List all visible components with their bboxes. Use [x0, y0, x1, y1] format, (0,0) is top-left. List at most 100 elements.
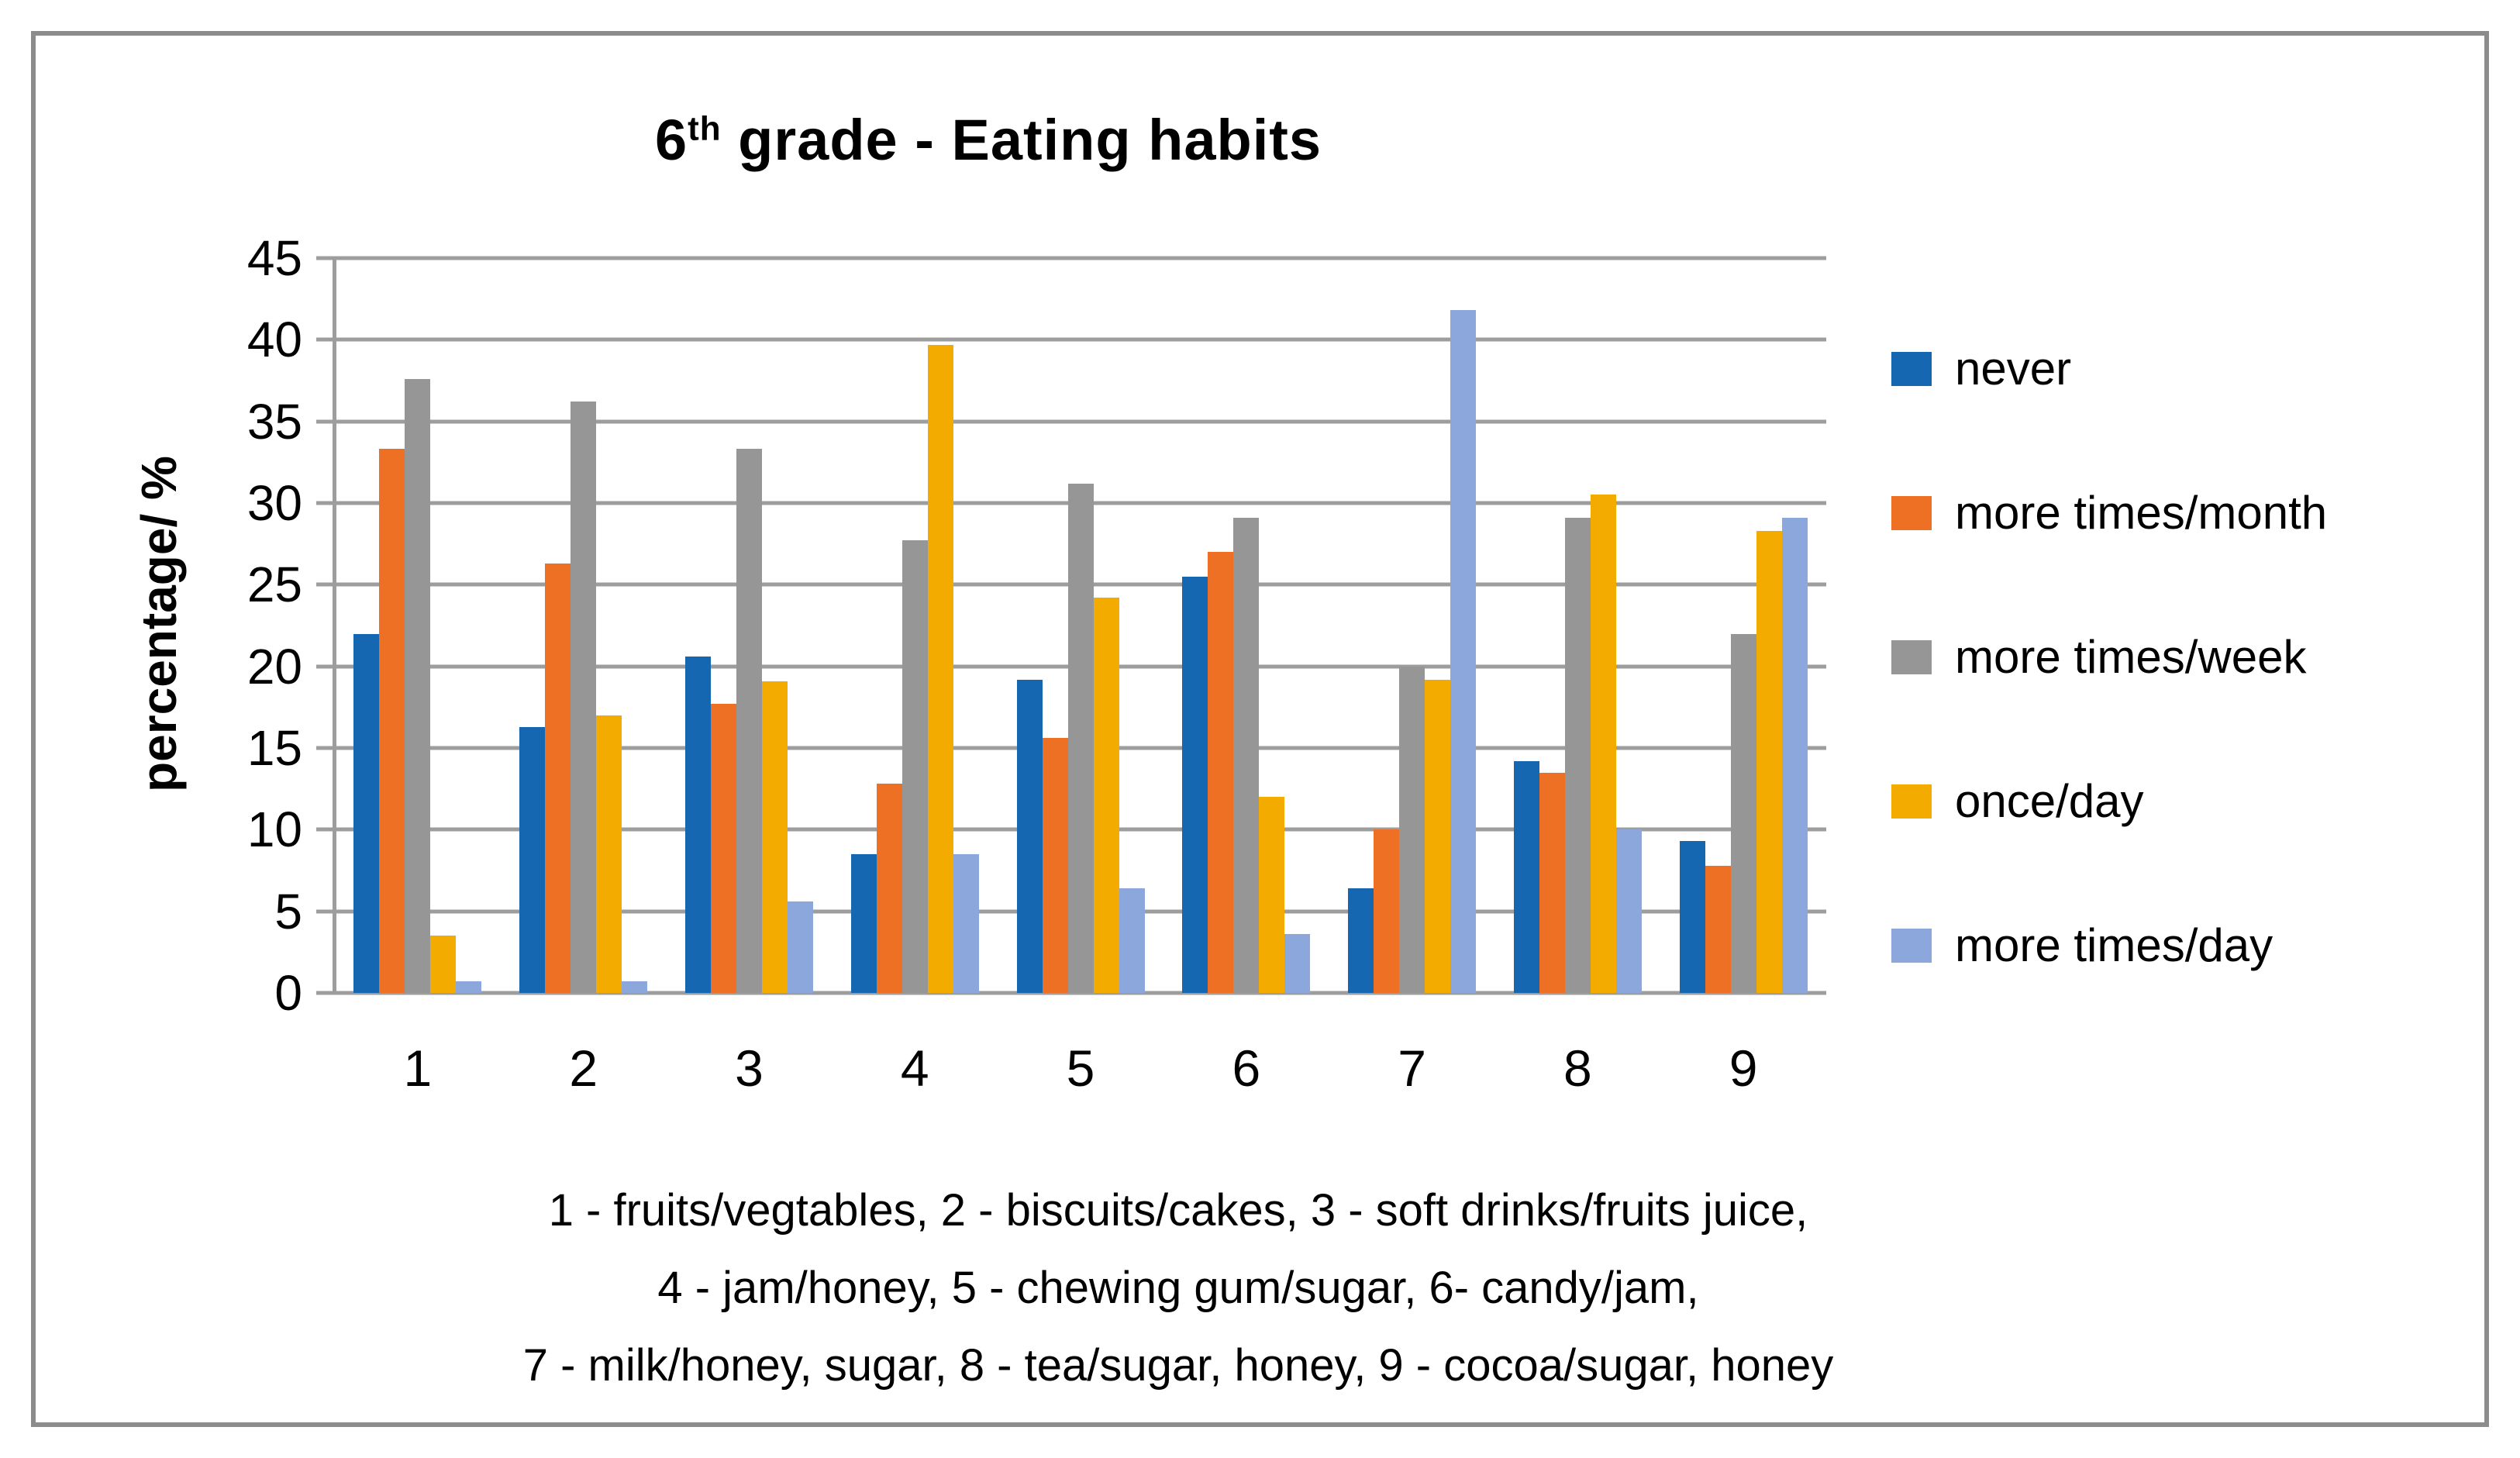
y-tick-label-5: 5 [274, 883, 302, 939]
bar-more-times-day-4 [953, 853, 979, 993]
legend-item-once-day: once/day [1891, 776, 2327, 827]
bar-groups [335, 258, 1826, 993]
gridline-0 [316, 991, 1826, 995]
legend-label: never [1955, 343, 2072, 395]
bar-never-5 [1016, 679, 1043, 993]
bar-more-times-day-9 [1781, 517, 1808, 993]
bar-never-6 [1182, 576, 1208, 993]
outer-border [31, 31, 2489, 1427]
bar-more-times-day-3 [787, 901, 813, 993]
legend-swatch-icon [1891, 640, 1932, 674]
legend-swatch-icon [1891, 352, 1932, 386]
bar-more-times-week-8 [1564, 517, 1591, 993]
legend-label: more times/month [1955, 487, 2328, 539]
bar-more-times-week-3 [736, 449, 762, 993]
bar-more-times-month-5 [1042, 738, 1068, 993]
bar-once-day-3 [761, 681, 788, 993]
gridline-35 [316, 419, 1826, 424]
bar-more-times-month-4 [876, 784, 902, 993]
legend-item-more-times-week: more times/week [1891, 632, 2327, 683]
y-tick-label-10: 10 [246, 801, 302, 858]
bar-group-5 [998, 258, 1163, 993]
bar-never-7 [1348, 888, 1374, 993]
bar-more-times-week-4 [901, 540, 928, 993]
gridline-45 [316, 256, 1826, 260]
plot-area [316, 256, 1826, 995]
y-tick-label-20: 20 [246, 638, 302, 695]
category-key-caption: 1 - fruits/vegtables, 2 - biscuits/cakes… [295, 1172, 2062, 1405]
y-axis-line [333, 258, 336, 993]
bar-once-day-2 [596, 715, 622, 993]
bar-once-day-6 [1259, 797, 1285, 993]
bar-more-times-week-1 [405, 378, 431, 993]
bar-group-7 [1329, 258, 1495, 993]
legend-label: once/day [1955, 775, 2144, 827]
legend-swatch-icon [1891, 496, 1932, 530]
legend-label: more times/week [1955, 631, 2307, 683]
y-tick-label-25: 25 [246, 557, 302, 613]
chart-title: 6th grade - Eating habits [333, 107, 1643, 173]
chart-title-superscript: th [688, 109, 722, 148]
bar-more-times-month-9 [1705, 865, 1731, 993]
y-tick-label-15: 15 [246, 719, 302, 776]
y-tick-label-30: 30 [246, 474, 302, 531]
bar-more-times-day-6 [1284, 934, 1311, 993]
y-tick-label-35: 35 [246, 393, 302, 450]
bar-group-4 [832, 258, 998, 993]
y-tick-label-45: 45 [246, 230, 302, 286]
x-tick-label-1: 1 [403, 1039, 433, 1097]
bar-group-8 [1494, 258, 1660, 993]
bar-once-day-1 [430, 936, 457, 993]
bar-more-times-day-1 [456, 981, 482, 993]
x-axis-tick-labels: 1 2 3 4 5 6 7 8 9 [335, 1039, 1826, 1098]
bar-never-4 [850, 853, 877, 993]
bar-more-times-day-5 [1119, 888, 1145, 993]
caption-line-2: 4 - jam/honey, 5 - chewing gum/sugar, 6-… [657, 1263, 1699, 1313]
bar-more-times-week-7 [1399, 666, 1425, 993]
bar-more-times-month-7 [1374, 829, 1400, 993]
legend-swatch-icon [1891, 929, 1932, 963]
bar-group-2 [501, 258, 667, 993]
bar-once-day-9 [1756, 530, 1782, 993]
x-tick-label-6: 6 [1232, 1039, 1261, 1097]
bar-group-9 [1660, 258, 1826, 993]
x-tick-label-4: 4 [900, 1039, 929, 1097]
legend: never more times/month more times/week once… [1891, 343, 2327, 1064]
bar-more-times-day-7 [1450, 310, 1477, 993]
y-axis-tick-labels: 45 40 35 30 25 20 15 10 5 0 [140, 233, 302, 1018]
bar-once-day-5 [1093, 598, 1119, 993]
bar-more-times-day-2 [622, 981, 648, 993]
caption-line-1: 1 - fruits/vegtables, 2 - biscuits/cakes… [548, 1185, 1808, 1236]
bar-never-9 [1679, 841, 1705, 993]
legend-swatch-icon [1891, 784, 1932, 819]
gridline-40 [316, 337, 1826, 342]
legend-label: more times/day [1955, 919, 2274, 971]
legend-item-more-times-month: more times/month [1891, 488, 2327, 539]
bar-more-times-month-8 [1539, 772, 1565, 993]
bar-never-3 [684, 657, 711, 993]
legend-item-more-times-day: more times/day [1891, 920, 2327, 971]
bar-once-day-7 [1425, 679, 1451, 993]
bar-never-8 [1513, 760, 1539, 993]
x-tick-label-2: 2 [569, 1039, 598, 1097]
bar-more-times-week-5 [1067, 483, 1094, 993]
x-tick-label-7: 7 [1398, 1039, 1426, 1097]
bar-more-times-week-2 [571, 402, 597, 993]
x-tick-label-8: 8 [1563, 1039, 1592, 1097]
bar-never-2 [519, 726, 546, 993]
bar-more-times-month-6 [1208, 552, 1234, 993]
bar-once-day-8 [1590, 495, 1616, 993]
bar-more-times-month-3 [710, 704, 736, 993]
chart-title-rest: grade - Eating habits [721, 108, 1322, 172]
bar-group-6 [1163, 258, 1329, 993]
bar-more-times-month-2 [545, 563, 571, 993]
bar-more-times-month-1 [379, 449, 405, 993]
bar-more-times-day-8 [1615, 829, 1642, 993]
x-tick-label-3: 3 [735, 1039, 764, 1097]
bar-group-3 [667, 258, 833, 993]
bar-once-day-4 [927, 344, 953, 993]
x-tick-label-9: 9 [1729, 1039, 1758, 1097]
bar-group-1 [335, 258, 501, 993]
x-tick-label-5: 5 [1066, 1039, 1095, 1097]
